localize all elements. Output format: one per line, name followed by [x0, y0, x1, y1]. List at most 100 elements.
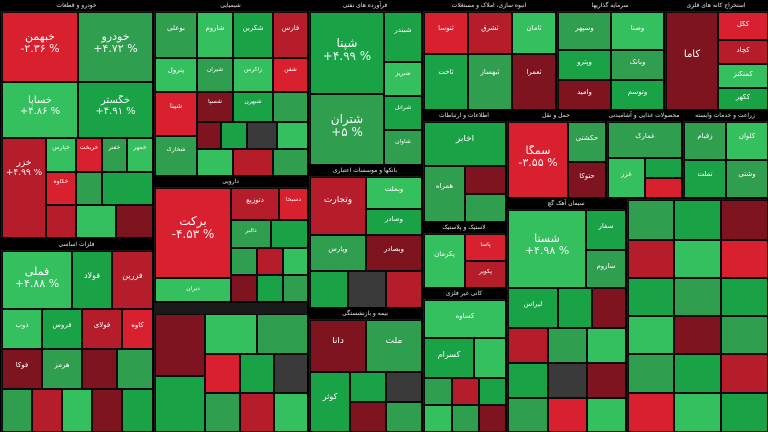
minor-tile[interactable]: [424, 378, 452, 405]
tile[interactable]: بوعلی: [155, 12, 197, 58]
tile[interactable]: ثنوسا: [424, 12, 468, 54]
tile[interactable]: وصنا: [611, 12, 663, 50]
minor-tile[interactable]: [257, 314, 307, 354]
tile[interactable]: حکشتی: [568, 122, 605, 162]
tile[interactable]: ثعمرا: [512, 54, 555, 109]
tile[interactable]: شپنا: [155, 92, 197, 136]
minor-tile[interactable]: [628, 393, 674, 431]
tile[interactable]: ثشرق: [468, 12, 512, 54]
minor-tile[interactable]: [247, 122, 277, 149]
tile[interactable]: دسبحا: [279, 188, 307, 220]
minor-tile[interactable]: [674, 316, 721, 354]
minor-tile[interactable]: [587, 363, 625, 398]
tile[interactable]: کلوان: [726, 122, 767, 160]
minor-tile[interactable]: [2, 389, 32, 431]
tile[interactable]: لیراس: [508, 288, 558, 328]
minor-tile[interactable]: [76, 172, 102, 205]
minor-tile[interactable]: [645, 158, 681, 178]
tile[interactable]: کساوه: [424, 300, 505, 338]
tile[interactable]: وشتی: [726, 160, 767, 197]
tile[interactable]: شبندر: [384, 12, 421, 62]
minor-tile[interactable]: [205, 393, 240, 431]
tile[interactable]: برکت -۴.۵۳ %: [155, 188, 231, 278]
tile[interactable]: دالبر: [231, 220, 271, 248]
tile[interactable]: غزر: [608, 158, 645, 197]
tile[interactable]: شاروم: [197, 12, 233, 58]
tile[interactable]: زقیام: [684, 122, 726, 160]
minor-tile[interactable]: [548, 328, 587, 363]
tile[interactable]: ساروم: [586, 250, 625, 288]
tile[interactable]: پکرمان: [424, 234, 465, 287]
tile[interactable]: خگستر +۴.۹۱ %: [78, 82, 152, 138]
minor-tile[interactable]: [257, 248, 283, 275]
tile[interactable]: خساپا +۴.۸۶ %: [2, 82, 78, 138]
tile[interactable]: تملت: [684, 160, 726, 197]
minor-tile[interactable]: [350, 372, 386, 402]
minor-tile[interactable]: [465, 166, 505, 194]
tile[interactable]: شستا +۴.۹۸ %: [508, 210, 586, 288]
minor-tile[interactable]: [587, 328, 625, 363]
minor-tile[interactable]: [273, 149, 307, 175]
minor-tile[interactable]: [674, 240, 721, 278]
tile[interactable]: ثبهساز: [468, 54, 512, 109]
tile[interactable]: دانا: [310, 320, 366, 372]
minor-tile[interactable]: [277, 122, 307, 149]
minor-tile[interactable]: [274, 393, 307, 431]
minor-tile[interactable]: [548, 363, 587, 398]
tile[interactable]: وپترو: [558, 50, 611, 80]
tile[interactable]: اخابر: [424, 122, 505, 166]
minor-tile[interactable]: [240, 354, 274, 393]
minor-tile[interactable]: [221, 122, 247, 149]
tile[interactable]: خبهمن -۲.۳۶ %: [2, 12, 78, 82]
minor-tile[interactable]: [721, 393, 767, 431]
minor-tile[interactable]: [508, 363, 548, 398]
minor-tile[interactable]: [721, 240, 767, 278]
tile[interactable]: کمنگنز: [718, 64, 767, 88]
minor-tile[interactable]: [32, 389, 62, 431]
tile[interactable]: کوثر: [310, 372, 350, 431]
minor-tile[interactable]: [386, 402, 421, 431]
minor-tile[interactable]: [102, 172, 152, 205]
minor-tile[interactable]: [155, 376, 205, 431]
tile[interactable]: ذوب: [2, 309, 42, 349]
tile[interactable]: وتوسم: [611, 80, 663, 109]
minor-tile[interactable]: [231, 248, 257, 275]
minor-tile[interactable]: [386, 372, 421, 402]
minor-tile[interactable]: [479, 405, 505, 431]
tile[interactable]: فوکا: [2, 349, 42, 389]
tile[interactable]: خکاوه: [46, 172, 76, 205]
tile[interactable]: کسرام: [424, 338, 474, 378]
tile[interactable]: فارس: [273, 12, 307, 58]
minor-tile[interactable]: [117, 349, 152, 389]
tile[interactable]: حتوکا: [568, 162, 605, 197]
tile[interactable]: خپارس: [46, 138, 76, 172]
tile[interactable]: فولای: [82, 309, 122, 349]
minor-tile[interactable]: [674, 393, 721, 431]
minor-tile[interactable]: [273, 92, 307, 122]
minor-tile[interactable]: [424, 405, 452, 431]
minor-tile[interactable]: [348, 271, 386, 307]
minor-tile[interactable]: [46, 205, 76, 238]
minor-tile[interactable]: [674, 354, 721, 393]
tile[interactable]: کاما: [666, 12, 718, 109]
tile[interactable]: غمارگ: [608, 122, 681, 158]
tile[interactable]: وتجارت: [310, 177, 366, 235]
minor-tile[interactable]: [628, 354, 674, 393]
minor-tile[interactable]: [76, 205, 116, 238]
minor-tile[interactable]: [628, 278, 674, 316]
minor-tile[interactable]: [92, 389, 122, 431]
minor-tile[interactable]: [548, 398, 587, 431]
tile[interactable]: شفن: [273, 58, 307, 92]
minor-tile[interactable]: [197, 122, 221, 149]
minor-tile[interactable]: [122, 389, 152, 431]
tile[interactable]: فولاد: [72, 251, 112, 309]
tile[interactable]: شسپا: [197, 92, 233, 122]
tile[interactable]: پکویر: [465, 261, 505, 287]
minor-tile[interactable]: [257, 275, 283, 301]
tile[interactable]: شیران: [197, 58, 233, 92]
minor-tile[interactable]: [310, 271, 348, 307]
minor-tile[interactable]: [233, 149, 273, 175]
tile[interactable]: همراه: [424, 166, 465, 221]
tile[interactable]: فملی +۴.۸۸ %: [2, 251, 72, 309]
tile[interactable]: وصادر: [366, 209, 421, 235]
